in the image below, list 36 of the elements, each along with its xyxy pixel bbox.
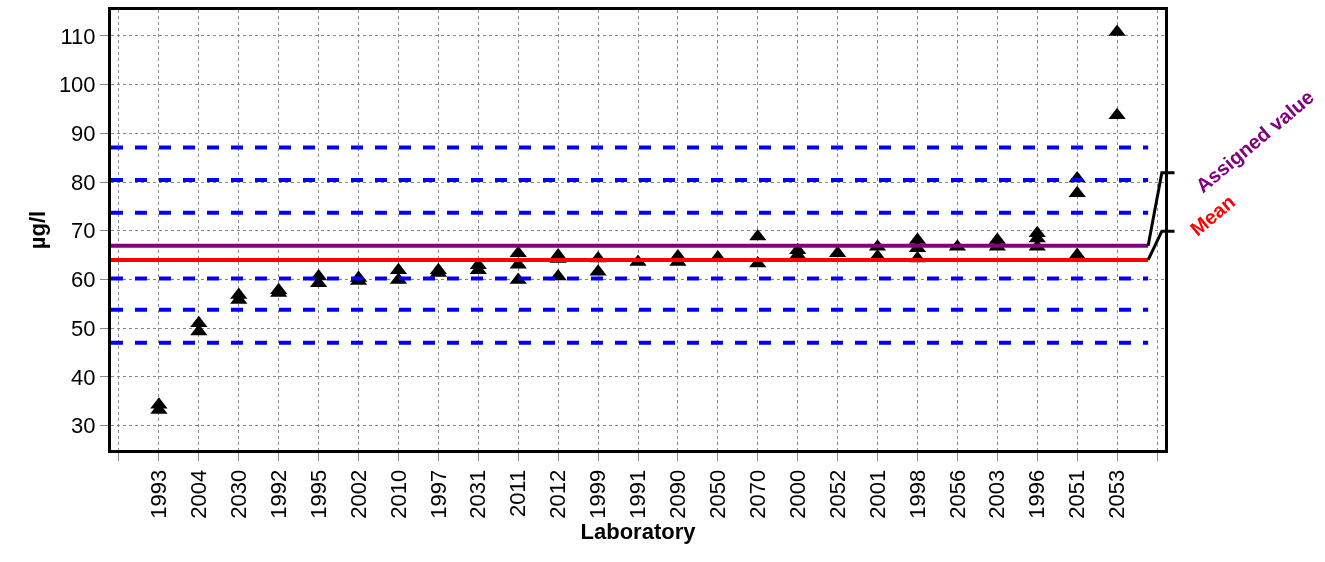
- y-tick-label: 80: [71, 169, 96, 195]
- x-tick-label: 2012: [545, 469, 571, 519]
- x-tick-label: 2001: [864, 469, 890, 519]
- x-tick-label: 2030: [225, 469, 251, 519]
- y-tick-label: 110: [60, 23, 96, 49]
- y-tick-label: 70: [71, 218, 96, 244]
- x-tick-label: 1995: [305, 469, 331, 519]
- y-tick-label: 40: [71, 364, 96, 390]
- y-tick-label: 100: [58, 72, 96, 98]
- x-tick-label: 1996: [1024, 469, 1050, 519]
- x-axis-title: Laboratory: [580, 518, 697, 544]
- y-tick-label: 60: [71, 267, 96, 293]
- x-tick-label: 2000: [784, 469, 810, 519]
- x-tick-label: 2070: [744, 469, 770, 519]
- x-tick-label: 1993: [146, 469, 172, 519]
- x-tick-label: 2002: [345, 469, 371, 519]
- y-tick-label: 50: [71, 315, 96, 341]
- x-tick-label: 2053: [1104, 469, 1130, 519]
- x-tick-label: 2004: [185, 469, 211, 519]
- x-tick-label: 2051: [1064, 469, 1090, 519]
- y-tick-label: 90: [71, 120, 96, 146]
- x-tick-label: 2090: [665, 469, 691, 519]
- x-tick-label: 2010: [385, 469, 411, 519]
- y-axis-title: µg/l: [24, 210, 50, 250]
- x-tick-label: 2031: [465, 469, 491, 519]
- x-tick-label: 1997: [425, 469, 451, 519]
- x-tick-label: 1991: [625, 469, 651, 519]
- y-tick-label: 30: [71, 413, 96, 439]
- x-tick-label: 2052: [824, 469, 850, 519]
- x-tick-label: 2011: [505, 469, 531, 518]
- x-tick-label: 2056: [944, 469, 970, 519]
- x-tick-label: 1998: [904, 469, 930, 519]
- x-tick-label: 2050: [705, 469, 730, 519]
- x-tick-label: 1992: [265, 469, 291, 519]
- x-tick-label: 1999: [585, 469, 611, 519]
- x-tick-label: 2003: [984, 469, 1010, 519]
